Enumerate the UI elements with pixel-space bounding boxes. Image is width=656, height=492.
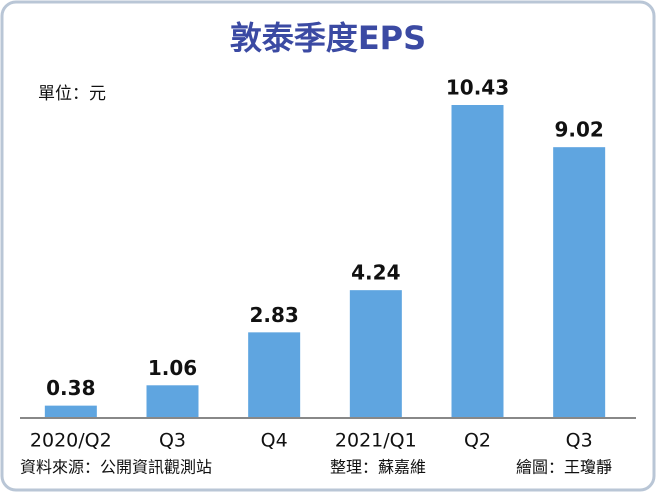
bar: [553, 147, 606, 417]
source: 資料來源：公開資訊觀測站: [20, 458, 212, 477]
data-label: 1.06: [148, 356, 197, 380]
graphics: 繪圖：王瓊靜: [516, 458, 612, 477]
chart-title: 敦泰季度EPS: [230, 19, 426, 57]
x-tick-label: Q2: [464, 430, 491, 452]
bar: [451, 105, 504, 417]
data-label: 2.83: [249, 303, 298, 327]
bar: [44, 405, 97, 417]
data-label: 9.02: [554, 118, 603, 142]
x-tick-label: Q3: [159, 430, 186, 452]
data-label: 4.24: [351, 261, 400, 285]
editor: 整理：蘇嘉維: [330, 458, 426, 477]
data-label: 0.38: [46, 376, 95, 400]
data-label: 10.43: [446, 76, 509, 100]
x-tick-label: Q4: [261, 430, 288, 452]
bar: [248, 332, 301, 417]
x-tick-label: Q3: [566, 430, 593, 452]
x-tick-label: 2020/Q2: [30, 430, 112, 452]
bar: [146, 385, 199, 417]
bar: [349, 290, 402, 417]
x-tick-label: 2021/Q1: [335, 430, 417, 452]
unit-label: 單位：元: [38, 84, 106, 104]
